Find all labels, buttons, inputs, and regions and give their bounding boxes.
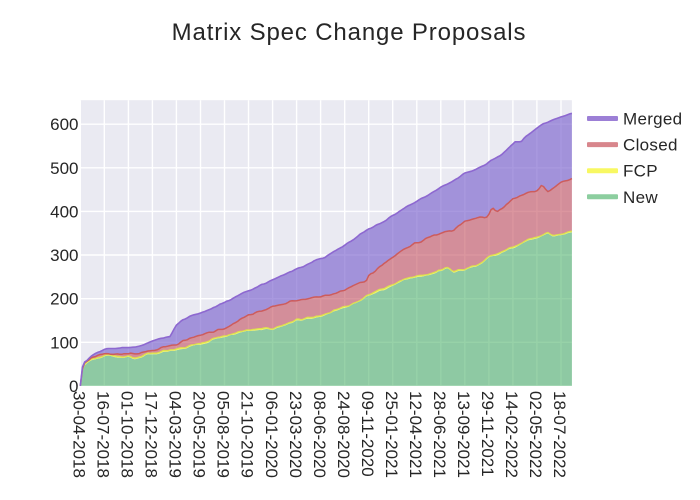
svg-text:02-05-2022: 02-05-2022 — [526, 391, 545, 478]
svg-text:13-09-2021: 13-09-2021 — [454, 391, 473, 478]
svg-text:Merged: Merged — [623, 110, 682, 129]
svg-text:FCP: FCP — [623, 162, 658, 181]
svg-text:24-08-2020: 24-08-2020 — [334, 391, 353, 478]
svg-text:300: 300 — [50, 246, 78, 265]
svg-text:23-03-2020: 23-03-2020 — [286, 391, 305, 478]
svg-text:100: 100 — [50, 333, 78, 352]
svg-text:Matrix Spec Change Proposals: Matrix Spec Change Proposals — [172, 19, 527, 46]
svg-text:29-11-2021: 29-11-2021 — [478, 391, 497, 477]
svg-text:05-08-2019: 05-08-2019 — [214, 391, 233, 478]
svg-text:06-01-2020: 06-01-2020 — [262, 391, 281, 478]
svg-text:17-12-2018: 17-12-2018 — [142, 391, 161, 478]
svg-text:08-06-2020: 08-06-2020 — [310, 391, 329, 478]
svg-text:30-04-2018: 30-04-2018 — [70, 391, 89, 478]
svg-text:04-03-2019: 04-03-2019 — [166, 391, 185, 478]
svg-text:400: 400 — [50, 202, 78, 221]
svg-text:01-10-2018: 01-10-2018 — [118, 391, 137, 478]
svg-text:28-06-2021: 28-06-2021 — [430, 391, 449, 478]
svg-text:09-11-2020: 09-11-2020 — [358, 391, 377, 477]
svg-text:12-04-2021: 12-04-2021 — [406, 391, 425, 478]
svg-text:New: New — [623, 188, 658, 207]
svg-text:14-02-2022: 14-02-2022 — [502, 391, 521, 478]
svg-text:25-01-2021: 25-01-2021 — [382, 391, 401, 478]
svg-text:600: 600 — [50, 115, 78, 134]
svg-text:0: 0 — [69, 377, 78, 396]
svg-text:200: 200 — [50, 290, 78, 309]
svg-text:18-07-2022: 18-07-2022 — [550, 391, 569, 478]
svg-text:Closed: Closed — [623, 136, 678, 155]
svg-text:500: 500 — [50, 159, 78, 178]
svg-text:21-10-2019: 21-10-2019 — [238, 391, 257, 478]
svg-text:16-07-2018: 16-07-2018 — [94, 391, 113, 478]
svg-text:20-05-2019: 20-05-2019 — [190, 391, 209, 478]
